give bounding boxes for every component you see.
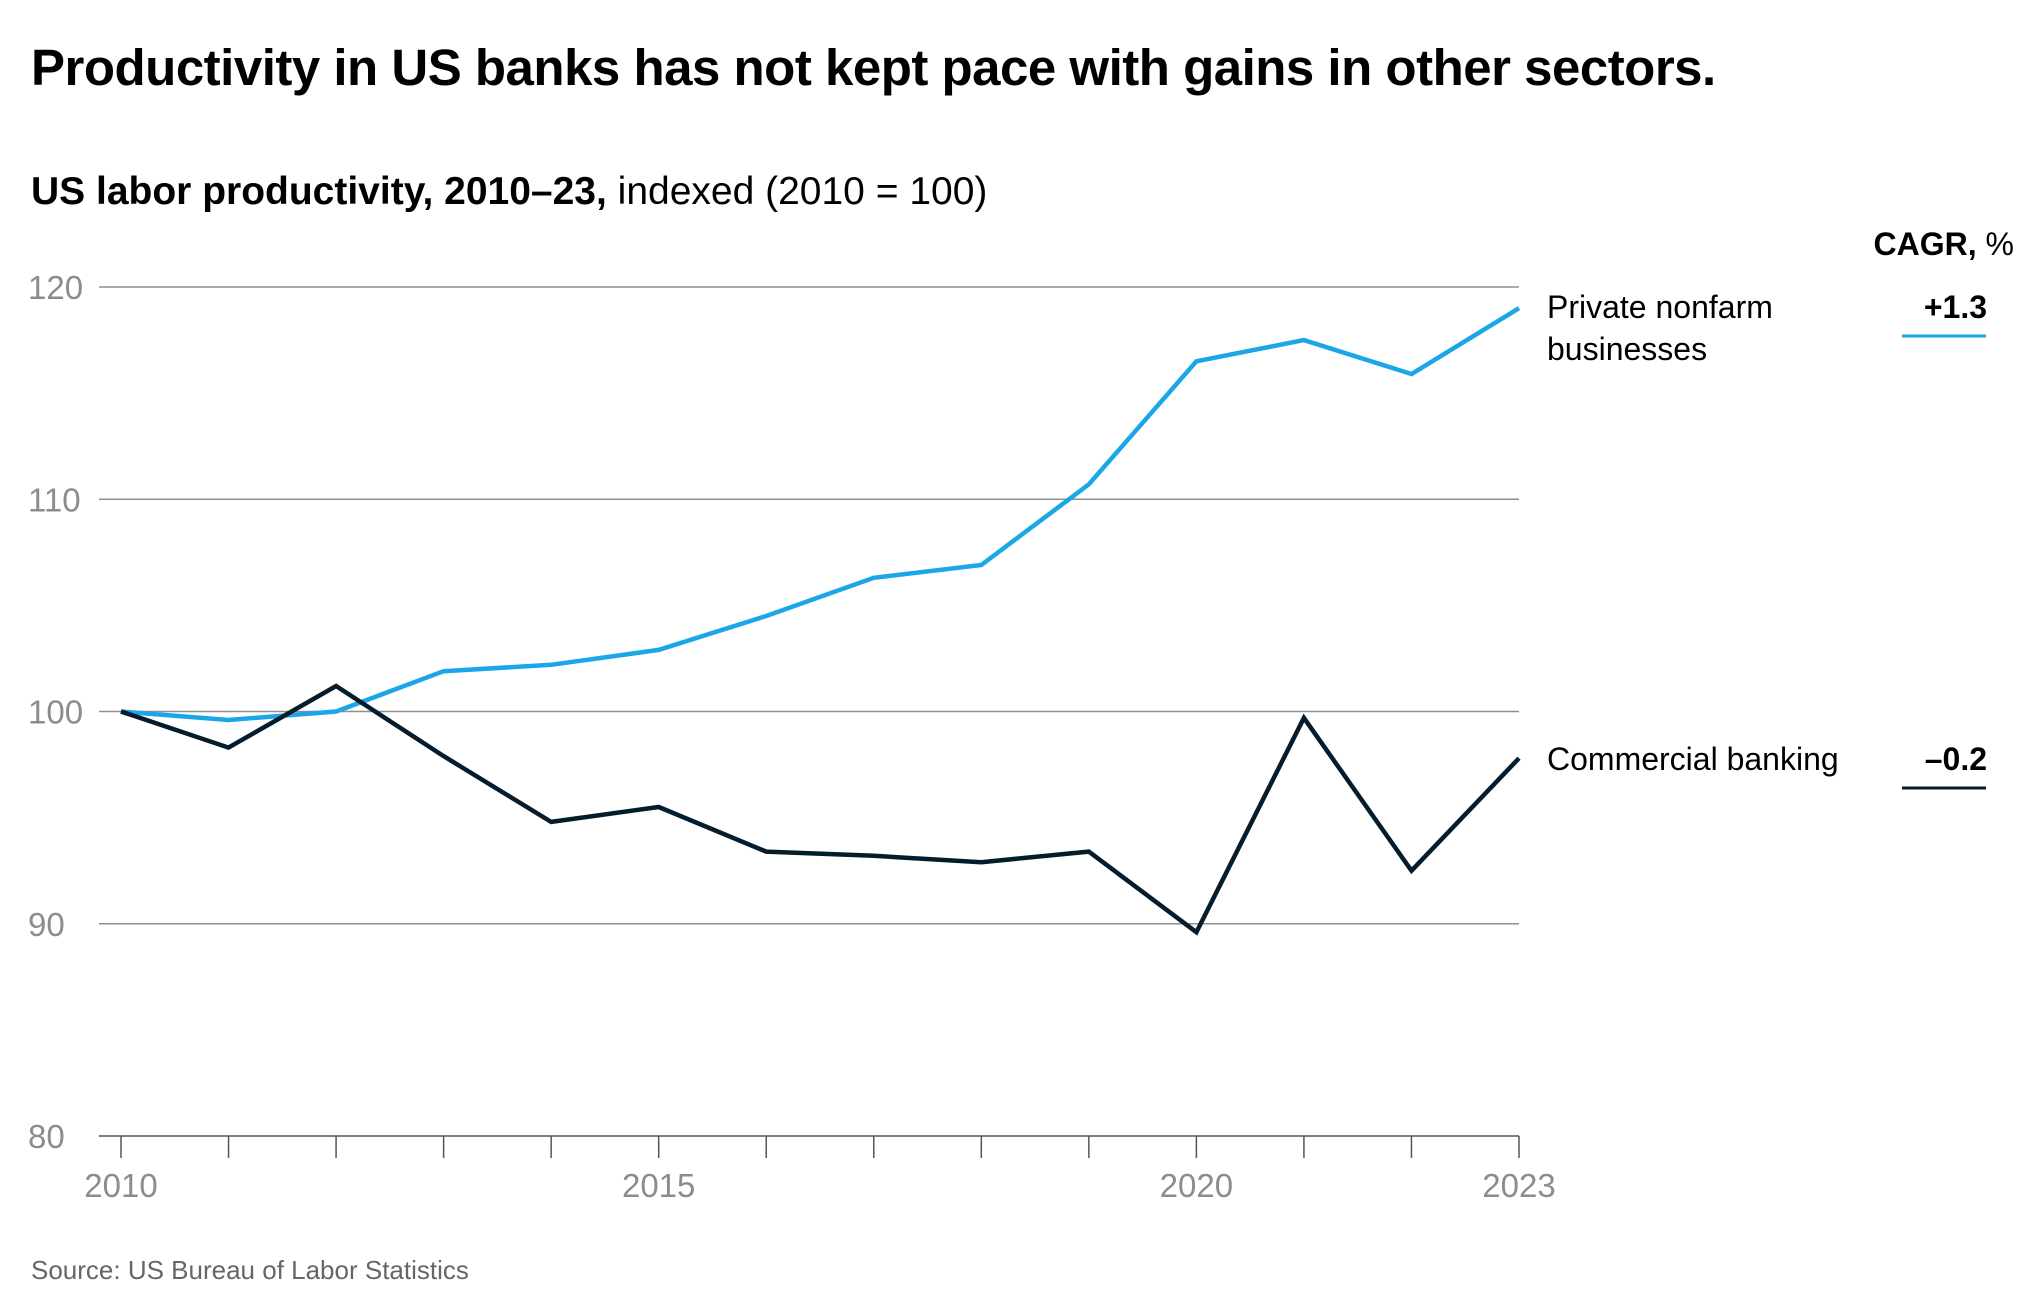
- series-line-commercial-banking: [120, 683, 1521, 936]
- cagr-value-commercial-banking: –0.2: [1925, 741, 1987, 777]
- y-tick-label-90: 90: [28, 906, 65, 943]
- subtitle-normal: indexed (2010 = 100): [617, 170, 988, 213]
- series-label-private-nonfarm-businesses-line-1: Private nonfarm: [1547, 289, 1773, 325]
- y-tick-label-120: 120: [28, 269, 83, 306]
- y-tick-label-110: 110: [28, 481, 81, 518]
- x-tick-label-2023: 2023: [1482, 1167, 1555, 1204]
- cagr-value-private-nonfarm-businesses: +1.3: [1924, 289, 1987, 325]
- cagr-header-unit: %: [1985, 226, 2014, 262]
- series-label-commercial-banking-line-1: Commercial banking: [1547, 741, 1839, 777]
- series-label-private-nonfarm-businesses-line-2: businesses: [1547, 331, 1707, 367]
- x-tick-label-2020: 2020: [1160, 1167, 1233, 1204]
- y-tick-label-100: 100: [28, 694, 83, 731]
- subtitle-bold: US labor productivity, 2010–23,: [31, 170, 607, 213]
- chart-subtitle: US labor productivity, 2010–23, indexed …: [31, 170, 987, 214]
- y-tick-label-80: 80: [28, 1118, 65, 1155]
- chart-title: Productivity in US banks has not kept pa…: [31, 39, 1716, 96]
- x-tick-label-2010: 2010: [84, 1167, 157, 1204]
- cagr-header-bold: CAGR,: [1873, 226, 1977, 262]
- x-tick-label-2015: 2015: [622, 1167, 695, 1204]
- cagr-header: CAGR, %: [1874, 226, 2014, 263]
- source-note: Source: US Bureau of Labor Statistics: [31, 1255, 469, 1285]
- series-line-private-nonfarm-businesses: [120, 306, 1521, 723]
